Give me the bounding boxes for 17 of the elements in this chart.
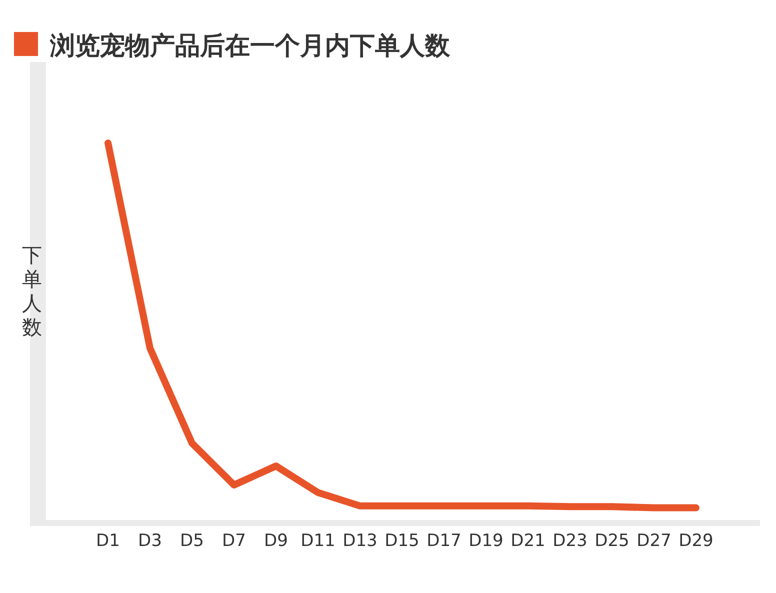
x-tick-label: D29 xyxy=(678,531,714,551)
x-tick-label: D1 xyxy=(96,531,120,551)
x-tick-label: D21 xyxy=(510,531,546,551)
x-tick-label: D11 xyxy=(300,531,336,551)
x-tick-label: D7 xyxy=(222,531,246,551)
x-tick-label: D19 xyxy=(468,531,504,551)
x-tick-label: D27 xyxy=(636,531,672,551)
x-tick-label: D3 xyxy=(138,531,162,551)
x-tick-label: D15 xyxy=(384,531,420,551)
ylabel: 下单人数 xyxy=(22,243,42,339)
x-tick-label: D13 xyxy=(342,531,378,551)
x-tick-label: D5 xyxy=(180,531,204,551)
x-tick-label: D17 xyxy=(426,531,462,551)
x-tick-label: D23 xyxy=(552,531,588,551)
x-tick-label: D25 xyxy=(594,531,630,551)
x-tick-label: D9 xyxy=(264,531,288,551)
title: 浏览宠物产品后在一个月内下单人数 xyxy=(14,31,450,60)
